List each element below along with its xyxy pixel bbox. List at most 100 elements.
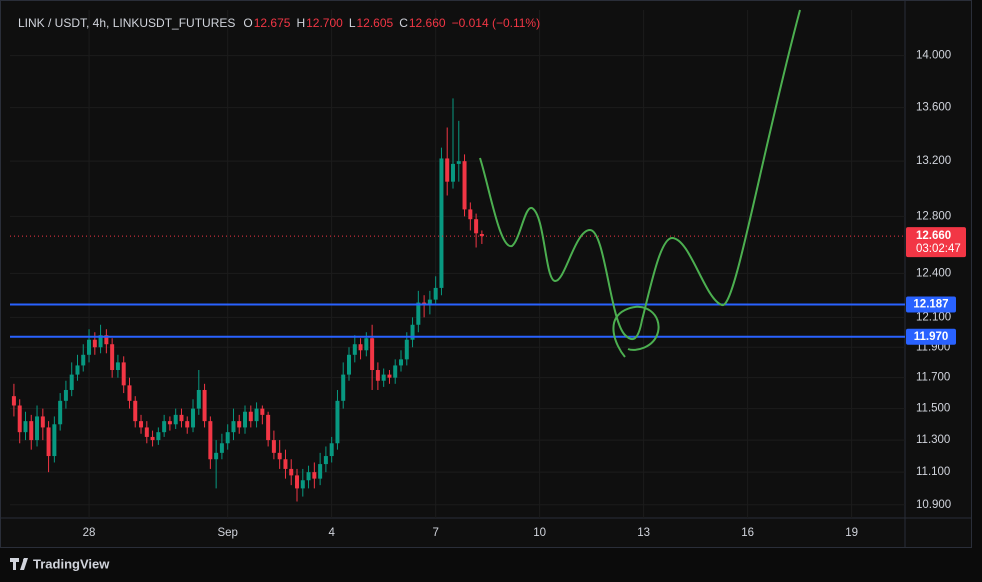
ohlc-label: H — [296, 16, 305, 30]
candle-body — [277, 452, 282, 460]
candle-body — [156, 432, 161, 441]
candle-body — [243, 411, 248, 428]
x-tick-label: 16 — [741, 527, 754, 539]
level-label: 12.187 — [913, 299, 948, 311]
candle-body — [347, 354, 352, 375]
candle-body — [40, 416, 45, 428]
candle-body — [115, 362, 120, 371]
candle-body — [11, 396, 16, 406]
y-tick-label: 11.500 — [916, 403, 950, 415]
candle-body — [445, 158, 450, 182]
candle-body — [237, 421, 242, 428]
chart-frame — [0, 0, 972, 548]
candle-body — [167, 421, 172, 425]
candle-body — [63, 389, 68, 401]
candle-body — [375, 370, 380, 381]
candle-body — [439, 158, 444, 288]
y-tick-label: 13.600 — [916, 102, 951, 114]
candle-body — [427, 299, 432, 306]
candle-body — [35, 416, 40, 441]
drawing-circle — [612, 305, 660, 358]
candle-body — [433, 287, 438, 300]
candle-body — [214, 452, 219, 460]
candle-body — [306, 472, 311, 481]
candle-body — [404, 339, 409, 360]
candle-body — [341, 374, 346, 401]
candle-body — [329, 443, 334, 457]
y-tick-label: 12.100 — [916, 311, 951, 323]
candle-body — [450, 163, 455, 182]
candle-body — [283, 459, 288, 469]
candle-body — [225, 432, 230, 444]
candle-body — [219, 443, 224, 453]
y-tick-label: 11.300 — [916, 434, 950, 446]
candle-body — [479, 234, 484, 237]
y-tick-label: 12.800 — [916, 210, 951, 222]
candle-body — [185, 421, 190, 428]
candle-body — [295, 475, 300, 489]
last-price-label: 12.660 — [916, 230, 951, 242]
x-tick-label: 28 — [83, 527, 96, 539]
candle-body — [75, 365, 80, 375]
x-tick-label: 7 — [432, 527, 438, 539]
brand-name: TradingView — [33, 556, 110, 571]
y-tick-label: 12.400 — [916, 267, 951, 279]
candle-body — [318, 464, 323, 479]
candle-body — [46, 427, 51, 457]
candle-body — [173, 414, 178, 425]
y-tick-label: 10.900 — [916, 499, 951, 511]
candle-body — [335, 400, 340, 444]
ohlc-label: O — [243, 16, 252, 30]
candle-body — [364, 338, 369, 351]
candle-body — [312, 472, 317, 479]
candle-body — [300, 480, 305, 489]
brand-logo — [10, 558, 28, 570]
candle-body — [92, 339, 97, 348]
candle-body — [381, 374, 386, 381]
candle-body — [271, 440, 276, 453]
drawing-projection — [479, 9, 801, 341]
y-tick-label: 13.200 — [916, 155, 951, 167]
ohlc-label: C — [399, 16, 408, 30]
x-tick-label: Sep — [217, 527, 237, 539]
candle-body — [266, 414, 271, 441]
level-label-box — [906, 296, 956, 313]
chart-title: LINK / USDT, 4h, LINKUSDT_FUTURES — [18, 16, 235, 30]
candle-body — [139, 421, 144, 428]
candle-body — [202, 389, 207, 422]
candle-body — [248, 411, 253, 422]
candle-body — [133, 400, 138, 422]
x-tick-label: 19 — [845, 527, 858, 539]
candle-body — [58, 400, 63, 425]
candle-body — [150, 436, 155, 441]
candle-body — [474, 219, 479, 234]
candle-body — [410, 324, 415, 340]
candle-body — [358, 344, 363, 351]
change-label: −0.014 (−0.11%) — [452, 16, 541, 30]
candle-body — [29, 421, 34, 441]
countdown-label: 03:02:47 — [916, 243, 961, 255]
level-label: 11.970 — [914, 331, 949, 343]
candle-body — [127, 385, 132, 401]
candle-body — [196, 389, 201, 409]
candle-body — [121, 362, 126, 386]
ohlc-value: 12.660 — [409, 16, 446, 30]
candle-body — [69, 374, 74, 390]
candle-body — [191, 408, 196, 428]
ohlc-value: 12.605 — [357, 16, 394, 30]
candle-body — [52, 424, 57, 457]
candle-body — [393, 365, 398, 378]
x-tick-label: 4 — [328, 527, 335, 539]
candle-body — [370, 338, 375, 371]
candle-body — [462, 161, 467, 210]
candle-body — [162, 421, 167, 433]
candle-body — [17, 405, 22, 433]
candle-body — [260, 408, 265, 415]
candle-body — [110, 344, 115, 371]
candle-body — [289, 468, 294, 476]
plot-layer: 14.000 13.600 13.200 12.800 12.400 12.100 11.9… — [10, 10, 966, 539]
y-tick-label: 11.100 — [916, 466, 950, 478]
candle-body — [179, 414, 184, 422]
candle-body — [144, 427, 149, 437]
